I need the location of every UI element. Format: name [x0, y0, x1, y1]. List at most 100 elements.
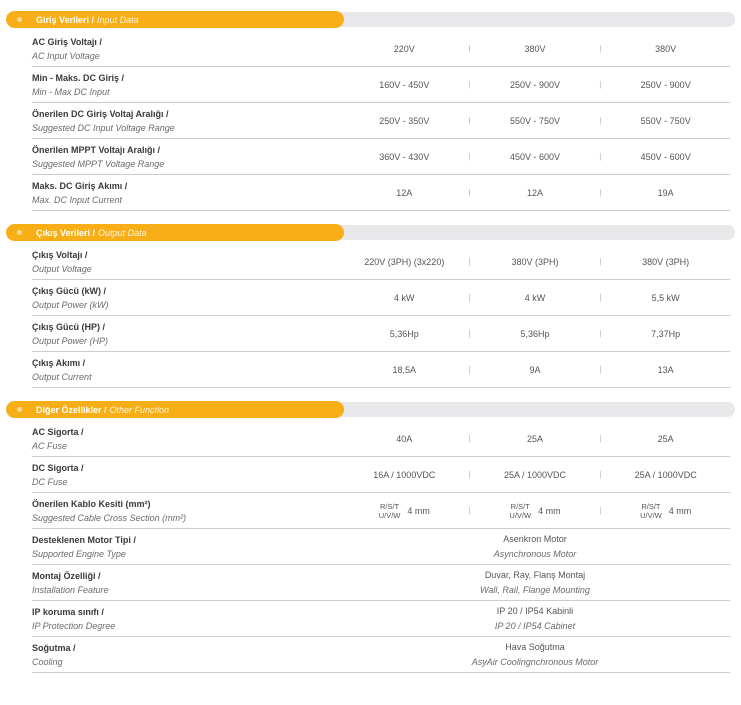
row-label-en: Supported Engine Type: [32, 548, 126, 559]
spec-value: 5,36Hp: [520, 328, 550, 339]
section-rows: AC Giriş Voltajı / AC Input Voltage 220V | 3…: [32, 31, 730, 211]
spec-value: 25A / 1000VDC: [634, 469, 697, 480]
value-columns: 12A | 12A | 19A: [340, 188, 730, 198]
row-label: Önerilen DC Giriş Voltaj Aralığı / Sugges…: [32, 108, 340, 134]
spec-value: 9A: [529, 364, 541, 375]
row-label-tr: Çıkış Voltajı /: [32, 249, 88, 260]
column-separator: |: [599, 293, 602, 302]
spanning-value: Duvar, Ray, Flanş Montaj Wall, Rail, Flan…: [340, 569, 730, 596]
column-separator: |: [599, 116, 602, 125]
spec-value: 7,37Hp: [651, 328, 681, 339]
row-label-en: Suggested DC Input Voltage Range: [32, 122, 175, 133]
spec-row: Çıkış Gücü (kW) / Output Power (kW) 4 kW | 4…: [32, 280, 730, 316]
bullet-dot-icon: [17, 407, 22, 412]
row-label-en: Suggested Cable Cross Section (mm²): [32, 512, 187, 523]
spec-row: Min - Maks. DC Giriş / Min - Max DC Input…: [32, 67, 730, 103]
row-label-tr: Soğutma /: [32, 642, 76, 653]
spec-value-cable: R/S/T U/V/W 4 mm: [340, 502, 469, 520]
section-title-pill: Giriş Verileri / Input Data: [6, 11, 344, 28]
section-title-pill: Diğer Özellikler / Other Function: [6, 401, 344, 418]
row-label-tr: Maks. DC Giriş Akımı /: [32, 180, 128, 191]
value-columns: 40A | 25A | 25A: [340, 434, 730, 444]
row-label: Çıkış Gücü (HP) / Output Power (HP): [32, 321, 340, 347]
column-separator: |: [599, 80, 602, 89]
spanning-value-tr: Duvar, Ray, Flanş Montaj: [484, 570, 586, 580]
row-label-tr: Önerilen Kablo Kesiti (mm²): [32, 498, 151, 509]
row-label-tr: Çıkış Akımı /: [32, 357, 86, 368]
value-columns: 160V - 450V | 250V - 900V | 250V - 900V: [340, 80, 730, 90]
spec-row: Montaj Özelliği / Installation Feature Duv…: [32, 565, 730, 601]
spec-value: 40A: [396, 433, 413, 444]
section-title-pill: Çıkış Verileri / Output Data: [6, 224, 344, 241]
spec-value: 220V: [393, 43, 415, 54]
spec-row: Önerilen MPPT Voltajı Aralığı / Suggested…: [32, 139, 730, 175]
value-columns: 220V | 380V | 380V: [340, 44, 730, 54]
spec-value: 5,36Hp: [389, 328, 419, 339]
column-separator: |: [599, 188, 602, 197]
row-label-en: AC Input Voltage: [32, 50, 100, 61]
spanning-value-en: Wall, Rail, Flange Mounting: [480, 585, 590, 595]
spec-value: 550V - 750V: [640, 115, 691, 126]
row-label-en: IP Protection Degree: [32, 620, 116, 631]
spec-row: AC Sigorta / AC Fuse 40A | 25A | 25A: [32, 421, 730, 457]
row-label-tr: Önerilen DC Giriş Voltaj Aralığı /: [32, 108, 169, 119]
spec-row: Desteklenen Motor Tipi / Supported Engine…: [32, 529, 730, 565]
row-label-en: Cooling: [32, 656, 63, 667]
row-label: DC Sigorta / DC Fuse: [32, 462, 340, 488]
spec-row: Önerilen Kablo Kesiti (mm²) Suggested Cab…: [32, 493, 730, 529]
value-columns: 18,5A | 9A | 13A: [340, 365, 730, 375]
row-label: Montaj Özelliği / Installation Feature: [32, 570, 340, 596]
phase-labels: R/S/T U/V/W: [640, 502, 662, 520]
spanning-value-en: AsyAir Coolingnchronous Motor: [471, 657, 599, 667]
row-label-tr: Çıkış Gücü (kW) /: [32, 285, 107, 296]
spec-value: 250V - 900V: [640, 79, 691, 90]
phase-top: R/S/T: [510, 501, 530, 511]
column-separator: |: [468, 257, 471, 266]
spec-row: AC Giriş Voltajı / AC Input Voltage 220V | 3…: [32, 31, 730, 67]
spec-value: 25A / 1000VDC: [503, 469, 567, 480]
section-title-en: Input Data: [97, 14, 139, 25]
row-label: Desteklenen Motor Tipi / Supported Engine…: [32, 534, 340, 560]
column-separator: |: [468, 44, 471, 53]
spanning-value-en: Asynchronous Motor: [493, 549, 577, 559]
bullet-dot-icon: [17, 230, 22, 235]
spec-value: 4 kW: [394, 292, 415, 303]
spec-value: 12A: [396, 187, 413, 198]
value-columns: 220V (3PH) (3x220) | 380V (3PH) | 380V (3PH): [340, 257, 730, 267]
spec-row: Çıkış Akımı / Output Current 18,5A | 9A | 13A: [32, 352, 730, 388]
column-separator: |: [599, 152, 602, 161]
spec-value: 450V - 600V: [640, 151, 691, 162]
row-label-en: Min - Max DC Input: [32, 86, 110, 97]
row-label-tr: Min - Maks. DC Giriş /: [32, 72, 125, 83]
spec-value: 5,5 kW: [651, 292, 680, 303]
spec-row: IP koruma sınıfı / IP Protection Degree IP…: [32, 601, 730, 637]
column-separator: |: [468, 329, 471, 338]
spec-value: 160V - 450V: [379, 79, 430, 90]
spanning-value: Asenkron Motor Asynchronous Motor: [340, 533, 730, 560]
value-columns: 5,36Hp | 5,36Hp | 7,37Hp: [340, 329, 730, 339]
row-label: Önerilen Kablo Kesiti (mm²) Suggested Cab…: [32, 498, 340, 524]
value-columns: 16A / 1000VDC | 25A / 1000VDC | 25A / 1000VD…: [340, 470, 730, 480]
phase-top: R/S/T: [379, 501, 400, 511]
spanning-value-tr: Asenkron Motor: [503, 534, 567, 544]
row-label-en: Max. DC Input Current: [32, 194, 123, 205]
column-separator: |: [599, 365, 602, 374]
spanning-value-en: IP 20 / IP54 Cabinet: [494, 621, 576, 631]
spec-row: DC Sigorta / DC Fuse 16A / 1000VDC | 25A / 1…: [32, 457, 730, 493]
value-columns: 4 kW | 4 kW | 5,5 kW: [340, 293, 730, 303]
column-separator: |: [468, 188, 471, 197]
spec-value: 450V - 600V: [509, 151, 561, 162]
section-header: Diğer Özellikler / Other Function: [6, 401, 735, 418]
phase-bottom: U/V/W: [378, 510, 401, 520]
spec-row: Çıkış Gücü (HP) / Output Power (HP) 5,36Hp…: [32, 316, 730, 352]
column-separator: |: [468, 434, 471, 443]
phase-bottom: U/V/W: [509, 510, 532, 520]
row-label-tr: AC Sigorta /: [32, 426, 84, 437]
column-separator: |: [468, 80, 471, 89]
spec-value: 380V (3PH): [642, 256, 690, 267]
section: Giriş Verileri / Input Data AC Giriş Volta…: [0, 11, 741, 211]
section-title-tr: Çıkış Verileri /: [36, 227, 96, 238]
column-separator: |: [599, 470, 602, 479]
column-separator: |: [599, 257, 602, 266]
row-label-en: Output Current: [32, 371, 92, 382]
